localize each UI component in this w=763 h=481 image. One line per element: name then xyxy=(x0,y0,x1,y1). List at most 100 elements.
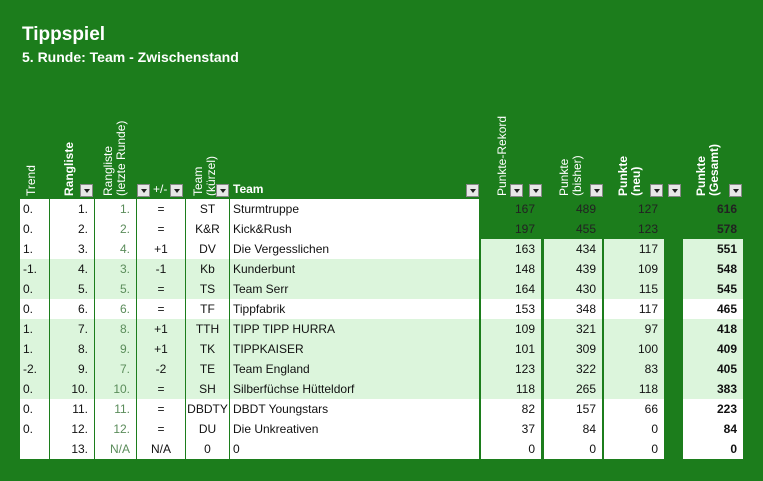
table-cell-pm[interactable]: +1 xyxy=(137,319,185,339)
table-cell-rekord[interactable]: 153 xyxy=(481,299,541,319)
table-cell-kurz[interactable]: Kb xyxy=(186,259,229,279)
table-cell-team[interactable]: TIPPKAISER xyxy=(230,339,479,359)
table-cell-pm[interactable]: N/A xyxy=(137,439,185,459)
table-cell-pm[interactable]: = xyxy=(137,379,185,399)
table-cell-rekord[interactable]: 109 xyxy=(481,319,541,339)
table-cell-rekord[interactable]: 118 xyxy=(481,379,541,399)
table-cell-rank[interactable]: 6. xyxy=(50,299,94,319)
table-cell-rekord[interactable]: 82 xyxy=(481,399,541,419)
table-cell-rank[interactable]: 7. xyxy=(50,319,94,339)
filter-dropdown-plusminus[interactable] xyxy=(170,184,183,197)
table-cell-pm[interactable]: = xyxy=(137,299,185,319)
table-cell-prev[interactable]: 6. xyxy=(95,299,136,319)
filter-dropdown-punkte-gesamt[interactable] xyxy=(729,184,742,197)
table-cell-neu[interactable]: 117 xyxy=(604,299,664,319)
table-cell-gesamt[interactable]: 465 xyxy=(683,299,743,319)
table-cell-kurz[interactable]: TF xyxy=(186,299,229,319)
table-cell-rekord[interactable]: 148 xyxy=(481,259,541,279)
table-cell-pm[interactable]: = xyxy=(137,419,185,439)
table-cell-rekord[interactable]: 0 xyxy=(481,439,541,459)
table-cell-trend[interactable]: -1. xyxy=(20,259,49,279)
table-cell-prev[interactable]: 8. xyxy=(95,319,136,339)
table-cell-team[interactable]: Team Serr xyxy=(230,279,479,299)
table-cell-neu[interactable]: 97 xyxy=(604,319,664,339)
table-cell-pm[interactable]: +1 xyxy=(137,239,185,259)
table-cell-prev[interactable]: 11. xyxy=(95,399,136,419)
table-cell-pm[interactable]: = xyxy=(137,219,185,239)
table-cell-rank[interactable]: 2. xyxy=(50,219,94,239)
table-cell-gesamt[interactable]: 409 xyxy=(683,339,743,359)
filter-dropdown-punkte-rekord[interactable] xyxy=(510,184,523,197)
table-cell-kurz[interactable]: TK xyxy=(186,339,229,359)
table-cell-kurz[interactable]: SH xyxy=(186,379,229,399)
table-cell-team[interactable]: Team England xyxy=(230,359,479,379)
table-cell-team[interactable]: Kunderbunt xyxy=(230,259,479,279)
table-cell-rank[interactable]: 3. xyxy=(50,239,94,259)
table-cell-pm[interactable]: = xyxy=(137,199,185,219)
table-cell-gesamt[interactable]: 383 xyxy=(683,379,743,399)
table-cell-rekord[interactable]: 37 xyxy=(481,419,541,439)
table-cell-rekord[interactable]: 101 xyxy=(481,339,541,359)
table-cell-trend[interactable]: 1. xyxy=(20,239,49,259)
table-cell-prev[interactable]: 12. xyxy=(95,419,136,439)
table-cell-rank[interactable]: 9. xyxy=(50,359,94,379)
table-cell-prev[interactable]: 7. xyxy=(95,359,136,379)
table-cell-pm[interactable]: -1 xyxy=(137,259,185,279)
table-cell-trend[interactable]: 1. xyxy=(20,319,49,339)
table-cell-trend[interactable]: 0. xyxy=(20,199,49,219)
table-cell-bisher[interactable]: 489 xyxy=(544,199,602,219)
filter-dropdown-punkte-rekord-2[interactable] xyxy=(529,184,542,197)
table-cell-rank[interactable]: 13. xyxy=(50,439,94,459)
table-cell-team[interactable]: 0 xyxy=(230,439,479,459)
table-cell-gesamt[interactable]: 548 xyxy=(683,259,743,279)
table-cell-rekord[interactable]: 164 xyxy=(481,279,541,299)
table-cell-team[interactable]: TIPP TIPP HURRA xyxy=(230,319,479,339)
table-cell-prev[interactable]: 1. xyxy=(95,199,136,219)
table-cell-team[interactable]: Sturmtruppe xyxy=(230,199,479,219)
table-cell-kurz[interactable]: TS xyxy=(186,279,229,299)
table-cell-kurz[interactable]: 0 xyxy=(186,439,229,459)
table-cell-team[interactable]: DBDT Youngstars xyxy=(230,399,479,419)
table-cell-prev[interactable]: 10. xyxy=(95,379,136,399)
table-cell-trend[interactable]: 0. xyxy=(20,419,49,439)
table-cell-trend[interactable]: 0. xyxy=(20,379,49,399)
table-cell-rekord[interactable]: 163 xyxy=(481,239,541,259)
filter-dropdown-rangliste-letzte[interactable] xyxy=(137,184,150,197)
filter-dropdown-punkte-neu[interactable] xyxy=(650,184,663,197)
table-cell-neu[interactable]: 115 xyxy=(604,279,664,299)
table-cell-pm[interactable]: +1 xyxy=(137,339,185,359)
table-cell-bisher[interactable]: 0 xyxy=(544,439,602,459)
table-cell-rank[interactable]: 4. xyxy=(50,259,94,279)
table-cell-rank[interactable]: 11. xyxy=(50,399,94,419)
table-cell-prev[interactable]: 4. xyxy=(95,239,136,259)
table-cell-trend[interactable]: 0. xyxy=(20,279,49,299)
table-cell-neu[interactable]: 109 xyxy=(604,259,664,279)
table-cell-team[interactable]: Tippfabrik xyxy=(230,299,479,319)
table-cell-neu[interactable]: 127 xyxy=(604,199,664,219)
table-cell-gesamt[interactable]: 84 xyxy=(683,419,743,439)
table-cell-trend[interactable]: 0. xyxy=(20,219,49,239)
table-cell-bisher[interactable]: 455 xyxy=(544,219,602,239)
table-cell-gesamt[interactable]: 223 xyxy=(683,399,743,419)
table-cell-gesamt[interactable]: 0 xyxy=(683,439,743,459)
table-cell-gesamt[interactable]: 418 xyxy=(683,319,743,339)
table-cell-neu[interactable]: 0 xyxy=(604,439,664,459)
filter-dropdown-rangliste[interactable] xyxy=(80,184,93,197)
table-cell-neu[interactable]: 66 xyxy=(604,399,664,419)
table-cell-trend[interactable] xyxy=(20,439,49,459)
table-cell-gesamt[interactable]: 616 xyxy=(683,199,743,219)
table-cell-bisher[interactable]: 322 xyxy=(544,359,602,379)
table-cell-kurz[interactable]: DV xyxy=(186,239,229,259)
filter-dropdown-team-kurz[interactable] xyxy=(216,184,229,197)
table-cell-bisher[interactable]: 84 xyxy=(544,419,602,439)
filter-dropdown-team[interactable] xyxy=(466,184,479,197)
table-cell-gesamt[interactable]: 545 xyxy=(683,279,743,299)
table-cell-neu[interactable]: 83 xyxy=(604,359,664,379)
table-cell-kurz[interactable]: K&R xyxy=(186,219,229,239)
table-cell-kurz[interactable]: DBDTY xyxy=(186,399,229,419)
table-cell-team[interactable]: Silberfüchse Hütteldorf xyxy=(230,379,479,399)
table-cell-bisher[interactable]: 321 xyxy=(544,319,602,339)
table-cell-rekord[interactable]: 123 xyxy=(481,359,541,379)
table-cell-team[interactable]: Die Vergesslichen xyxy=(230,239,479,259)
table-cell-gesamt[interactable]: 551 xyxy=(683,239,743,259)
